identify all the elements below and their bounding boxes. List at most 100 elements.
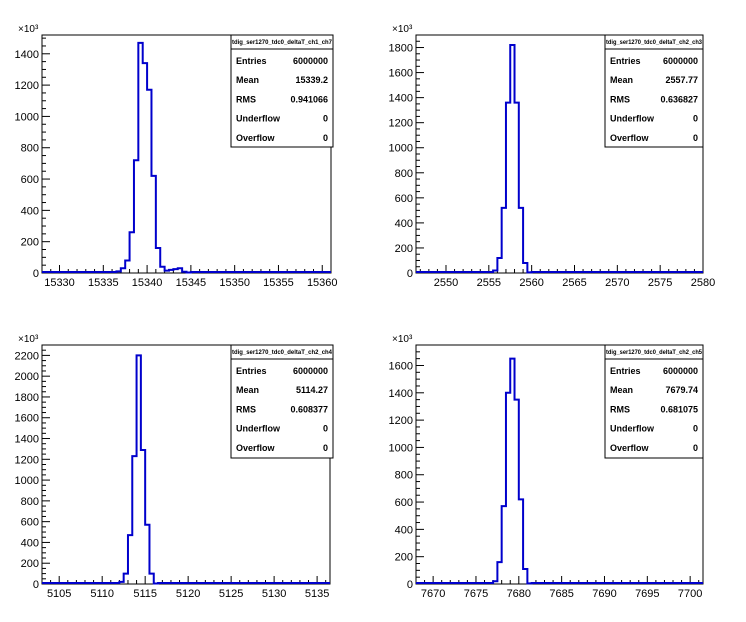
stat-label: RMS bbox=[610, 94, 630, 104]
stat-label: Overflow bbox=[236, 133, 276, 143]
y-tick-label: 200 bbox=[21, 237, 39, 249]
y-tick-label: 400 bbox=[395, 218, 413, 230]
y-tick-label: 600 bbox=[21, 174, 39, 186]
x-tick-label: 15340 bbox=[132, 277, 163, 289]
x-tick-label: 7690 bbox=[592, 588, 616, 600]
x-tick-label: 2565 bbox=[562, 277, 586, 289]
stat-label: RMS bbox=[236, 94, 256, 104]
stat-label: Underflow bbox=[610, 114, 655, 124]
y-tick-label: 800 bbox=[395, 168, 413, 180]
histogram-series bbox=[416, 357, 703, 585]
x-tick-label: 15350 bbox=[219, 277, 250, 289]
histogram-panel-4: 7670 7675 7680 7685 7690 7695 7700 0 200 400 600 80… bbox=[389, 334, 704, 600]
y-tick-label: 1000 bbox=[15, 475, 39, 487]
y-tick-label: 1200 bbox=[15, 80, 39, 92]
y-tick-label: 1000 bbox=[389, 143, 413, 155]
y-exponent-label: ×10³ bbox=[18, 334, 39, 345]
x-tick-label: 2575 bbox=[648, 277, 672, 289]
histogram-bin bbox=[143, 63, 147, 273]
stat-label: Mean bbox=[610, 385, 633, 395]
y-tick-label: 0 bbox=[407, 579, 413, 591]
y-exponent-label: ×10³ bbox=[18, 24, 39, 35]
x-tick-label: 2580 bbox=[691, 277, 715, 289]
stat-value: 0 bbox=[323, 424, 328, 434]
stat-value: 0 bbox=[693, 133, 698, 143]
y-tick-label: 0 bbox=[33, 579, 39, 591]
stat-label: Underflow bbox=[236, 424, 281, 434]
x-tick-label: 5125 bbox=[219, 588, 243, 600]
stat-value: 0.941066 bbox=[290, 94, 328, 104]
x-tick-label: 7685 bbox=[549, 588, 573, 600]
stat-value: 5114.27 bbox=[296, 385, 328, 395]
x-tick-label: 2560 bbox=[519, 277, 543, 289]
stats-box: tdig_ser1270_tdc0_deltaT_ch2_ch4 Entries 6… bbox=[230, 344, 334, 459]
x-tick-label: 7680 bbox=[507, 588, 531, 600]
x-tick-label: 15335 bbox=[88, 277, 119, 289]
y-tick-label: 1400 bbox=[389, 93, 413, 105]
x-tick-label: 2550 bbox=[434, 277, 458, 289]
y-tick-label: 600 bbox=[21, 517, 39, 529]
y-exponent-label: ×10³ bbox=[392, 24, 413, 35]
histogram-panel-3: 5105 5110 5115 5120 5125 5130 5135 0 200 400 600 80… bbox=[15, 334, 334, 600]
y-tick-label: 1200 bbox=[389, 415, 413, 427]
stat-label: Overflow bbox=[236, 443, 276, 453]
histogram-panel-2: 2550 2555 2560 2565 2570 2575 2580 0 200 400 600 80… bbox=[389, 24, 716, 289]
stats-box-frame bbox=[604, 344, 704, 459]
stat-label: RMS bbox=[236, 404, 256, 414]
x-tick-label: 7700 bbox=[678, 588, 702, 600]
stat-value: 0 bbox=[693, 424, 698, 434]
x-tick-label: 7675 bbox=[464, 588, 488, 600]
y-tick-label: 1200 bbox=[15, 454, 39, 466]
stat-value: 0.636827 bbox=[660, 94, 698, 104]
x-tick-label: 15355 bbox=[263, 277, 294, 289]
stat-value: 6000000 bbox=[293, 56, 328, 66]
stats-box: tdig_ser1270_tdc0_deltaT_ch2_ch3 Entries 6… bbox=[604, 34, 704, 148]
histogram-panel-1: 15330 15335 15340 15345 15350 15355 15360 0 200 4… bbox=[15, 24, 338, 289]
stat-value: 2557.77 bbox=[665, 75, 698, 85]
x-tick-label: 2570 bbox=[605, 277, 629, 289]
x-tick-label: 5105 bbox=[47, 588, 71, 600]
x-tick-label: 5115 bbox=[133, 588, 157, 600]
y-tick-label: 800 bbox=[395, 470, 413, 482]
stat-label: RMS bbox=[610, 404, 630, 414]
y-tick-label: 0 bbox=[407, 268, 413, 280]
x-tick-label: 7670 bbox=[421, 588, 445, 600]
stat-value: 0 bbox=[323, 133, 328, 143]
y-tick-label: 1800 bbox=[15, 392, 39, 404]
stats-box: tdig_ser1270_tdc0_deltaT_ch1_ch7 Entries 6… bbox=[230, 34, 334, 148]
y-tick-label: 1000 bbox=[15, 111, 39, 123]
stat-label: Mean bbox=[610, 75, 633, 85]
y-tick-label: 1200 bbox=[389, 118, 413, 130]
stat-label: Mean bbox=[236, 75, 259, 85]
histogram-title: tdig_ser1270_tdc0_deltaT_ch2_ch5 bbox=[606, 350, 703, 356]
x-tick-label: 5135 bbox=[305, 588, 329, 600]
y-tick-label: 1600 bbox=[389, 360, 413, 372]
stat-label: Underflow bbox=[236, 114, 281, 124]
stat-label: Overflow bbox=[610, 443, 650, 453]
stat-label: Entries bbox=[610, 56, 641, 66]
histogram-series bbox=[42, 41, 331, 274]
y-tick-label: 1600 bbox=[15, 413, 39, 425]
stat-label: Entries bbox=[610, 366, 641, 376]
x-tick-label: 5110 bbox=[90, 588, 114, 600]
stat-value: 0 bbox=[323, 443, 328, 453]
histogram-title: tdig_ser1270_tdc0_deltaT_ch1_ch7 bbox=[232, 40, 333, 46]
y-exponent-label: ×10³ bbox=[392, 334, 413, 345]
y-tick-label: 2000 bbox=[15, 371, 39, 383]
y-tick-label: 1400 bbox=[15, 49, 39, 61]
stats-box-frame bbox=[230, 34, 334, 148]
y-tick-label: 800 bbox=[21, 143, 39, 155]
stat-value: 7679.74 bbox=[665, 385, 698, 395]
y-tick-label: 1400 bbox=[389, 388, 413, 400]
histogram-title: tdig_ser1270_tdc0_deltaT_ch2_ch3 bbox=[606, 40, 703, 46]
x-tick-label: 5120 bbox=[176, 588, 200, 600]
stat-value: 0 bbox=[693, 114, 698, 124]
y-tick-label: 400 bbox=[21, 205, 39, 217]
x-tick-label: 15345 bbox=[176, 277, 207, 289]
stat-value: 6000000 bbox=[293, 366, 328, 376]
stats-box-frame bbox=[604, 34, 704, 148]
y-tick-label: 2200 bbox=[15, 350, 39, 362]
stat-label: Entries bbox=[236, 366, 267, 376]
stats-box-frame bbox=[230, 344, 334, 459]
